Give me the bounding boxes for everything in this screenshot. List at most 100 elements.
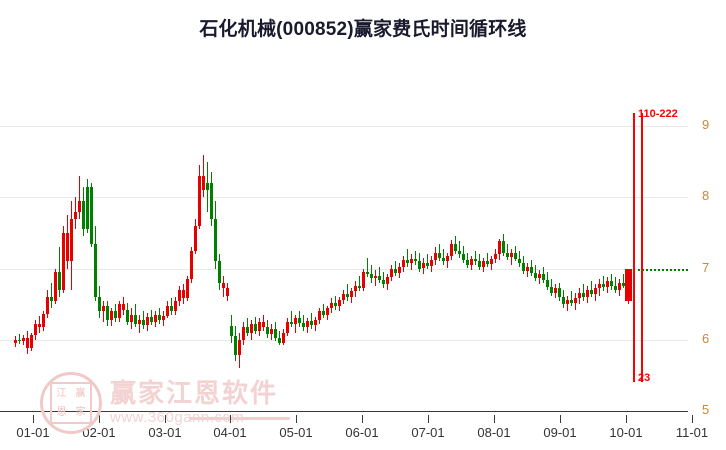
candle-body [78,200,81,212]
x-axis-tick [165,415,166,423]
candle-body [550,287,553,293]
candle-body [414,258,417,262]
candle-body [110,311,113,320]
candle-body [538,274,541,279]
candle-body [574,298,577,303]
candle-wick [439,243,440,262]
candle-wick [583,284,584,301]
candle-body [430,259,433,266]
candle-body [566,299,569,305]
candle-body [310,321,313,326]
x-axis: 01-01 02-01 03-01 04-01 05-01 06-01 07-01 08-01… [0,415,726,450]
candle-body [314,319,317,326]
candle-body [114,311,117,319]
candle-body [90,186,93,244]
candle-body [390,268,393,278]
candle-body [278,338,281,343]
candle-body [318,311,321,320]
candle-body [586,289,589,297]
candle-body [518,258,521,263]
candle-body [450,243,453,256]
y-axis-tick-label: 6 [702,330,710,346]
candle-wick [407,248,408,268]
x-axis-tick [33,415,34,423]
candle-body [454,243,457,251]
candle-body [590,289,593,295]
candle-body [282,332,285,343]
candle-body [138,319,141,325]
candle-body [302,322,305,327]
candle-body [326,308,329,315]
candle-body [46,297,49,315]
candle-body [422,262,425,269]
candle-body [262,321,265,327]
candle-body [442,257,445,262]
candle-body [86,186,89,230]
y-axis-tick-label: 5 [702,402,710,417]
chart-title: 石化机械(000852)赢家费氏时间循环线 [199,19,527,40]
candle-wick [379,267,380,283]
candle-body [102,305,105,312]
candle-body [194,225,197,251]
candle-body [562,297,565,305]
candle-body [258,321,261,332]
candle-body [210,183,213,219]
candle-body [578,293,581,299]
candle-wick [603,275,604,292]
candle-body [14,339,17,343]
candle-body [322,311,325,315]
cycle-top-label: 110-222 [638,108,678,120]
candle-body [426,262,429,266]
candle-body [546,279,549,288]
candle-body [98,297,101,312]
candle-body [74,211,77,219]
candle-body [382,279,385,285]
candle-body [458,250,461,255]
candle-body [122,304,125,310]
candle-body [174,300,177,312]
candle-body [50,297,53,301]
candle-body [218,261,221,283]
candle-body [494,254,497,259]
candle-body [82,200,85,230]
candle-body [294,318,297,325]
candle-body [610,281,613,286]
gridline [0,268,688,270]
candle-body [62,232,65,290]
candle-body [158,314,161,320]
x-axis-tick-label: 11-01 [675,425,709,440]
candle-body [342,294,345,300]
candle-body [126,309,129,322]
candlestick-series [0,95,688,415]
candle-body [274,329,277,339]
candle-wick [443,248,444,265]
candle-body [434,252,437,260]
candle-body [470,258,473,265]
x-axis-tick-label: 06-01 [345,425,379,440]
candle-body [202,175,205,191]
candle-wick [367,257,368,278]
candle-wick [347,284,348,301]
candle-body [170,305,173,312]
candle-body [22,338,25,342]
candle-body [106,305,109,320]
candle-wick [51,282,52,308]
candle-body [602,284,605,288]
candle-wick [427,254,428,269]
candle-wick [359,275,360,292]
candle-wick [79,175,80,219]
x-axis-tick [626,415,627,423]
candle-wick [371,264,372,283]
candle-body [462,254,465,260]
x-axis-tick [99,415,100,423]
y-axis-tick-label: 8 [702,188,710,204]
candle-body [506,252,509,258]
x-axis-tick-label: 03-01 [148,425,182,440]
candle-wick [415,250,416,265]
candle-body [378,275,381,280]
candle-body [286,321,289,333]
candle-wick [311,312,312,330]
candle-body [438,252,441,258]
candle-body [374,275,377,279]
cycle-bottom-label: 23 [638,372,651,384]
